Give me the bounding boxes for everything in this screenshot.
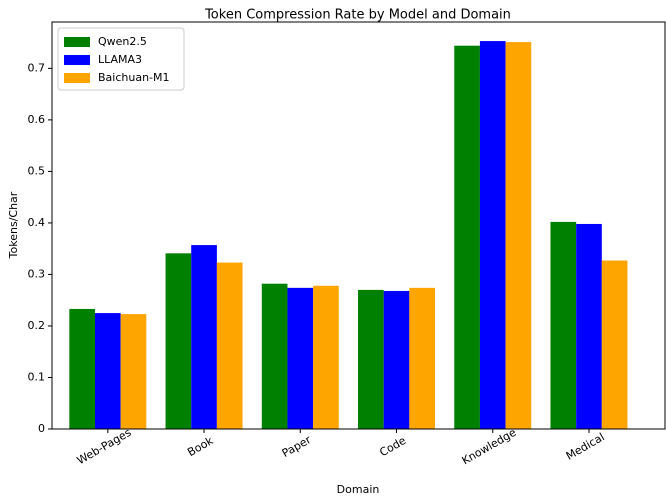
legend-swatch xyxy=(64,73,90,83)
x-tick-label: Knowledge xyxy=(460,426,519,468)
bar xyxy=(550,221,577,429)
legend-label: Baichuan-M1 xyxy=(98,71,170,84)
y-tick-label: 0.6 xyxy=(28,113,46,126)
legend-swatch xyxy=(64,55,90,65)
x-tick-label: Code xyxy=(377,434,408,459)
chart-title: Token Compression Rate by Model and Doma… xyxy=(204,8,511,23)
bar xyxy=(601,260,628,429)
x-tick-label: Paper xyxy=(280,433,314,460)
axes-frame xyxy=(51,21,666,430)
bar xyxy=(69,308,95,429)
x-axis-label: Domain xyxy=(337,483,380,496)
x-tick-label: Web-Pages xyxy=(75,426,134,468)
legend-label: LLAMA3 xyxy=(98,53,142,66)
x-tick-label: Medical xyxy=(564,430,607,462)
bar xyxy=(216,262,243,429)
bar xyxy=(313,285,339,429)
y-tick-label: 0.7 xyxy=(28,61,46,74)
y-tick-label: 0.5 xyxy=(28,164,46,177)
y-tick-label: 0 xyxy=(38,422,45,435)
bar xyxy=(505,42,532,429)
y-axis-label: Tokens/Char xyxy=(7,191,20,259)
bar xyxy=(261,283,288,429)
bar xyxy=(287,287,314,429)
x-tick-label: Book xyxy=(185,434,216,459)
bar xyxy=(383,290,410,429)
legend-swatch xyxy=(64,37,90,47)
bar xyxy=(576,223,602,429)
legend-label: Qwen2.5 xyxy=(98,35,147,48)
bar xyxy=(409,287,436,429)
bar xyxy=(191,245,217,429)
y-tick-label: 0.3 xyxy=(28,267,46,280)
bar xyxy=(120,314,147,429)
bar xyxy=(94,313,121,429)
y-tick-label: 0.1 xyxy=(28,370,46,383)
bar xyxy=(479,41,506,430)
y-tick-label: 0.4 xyxy=(28,216,46,229)
y-tick-label: 0.2 xyxy=(28,319,46,332)
bar xyxy=(165,253,192,429)
bar xyxy=(358,289,384,429)
bar xyxy=(454,45,480,430)
